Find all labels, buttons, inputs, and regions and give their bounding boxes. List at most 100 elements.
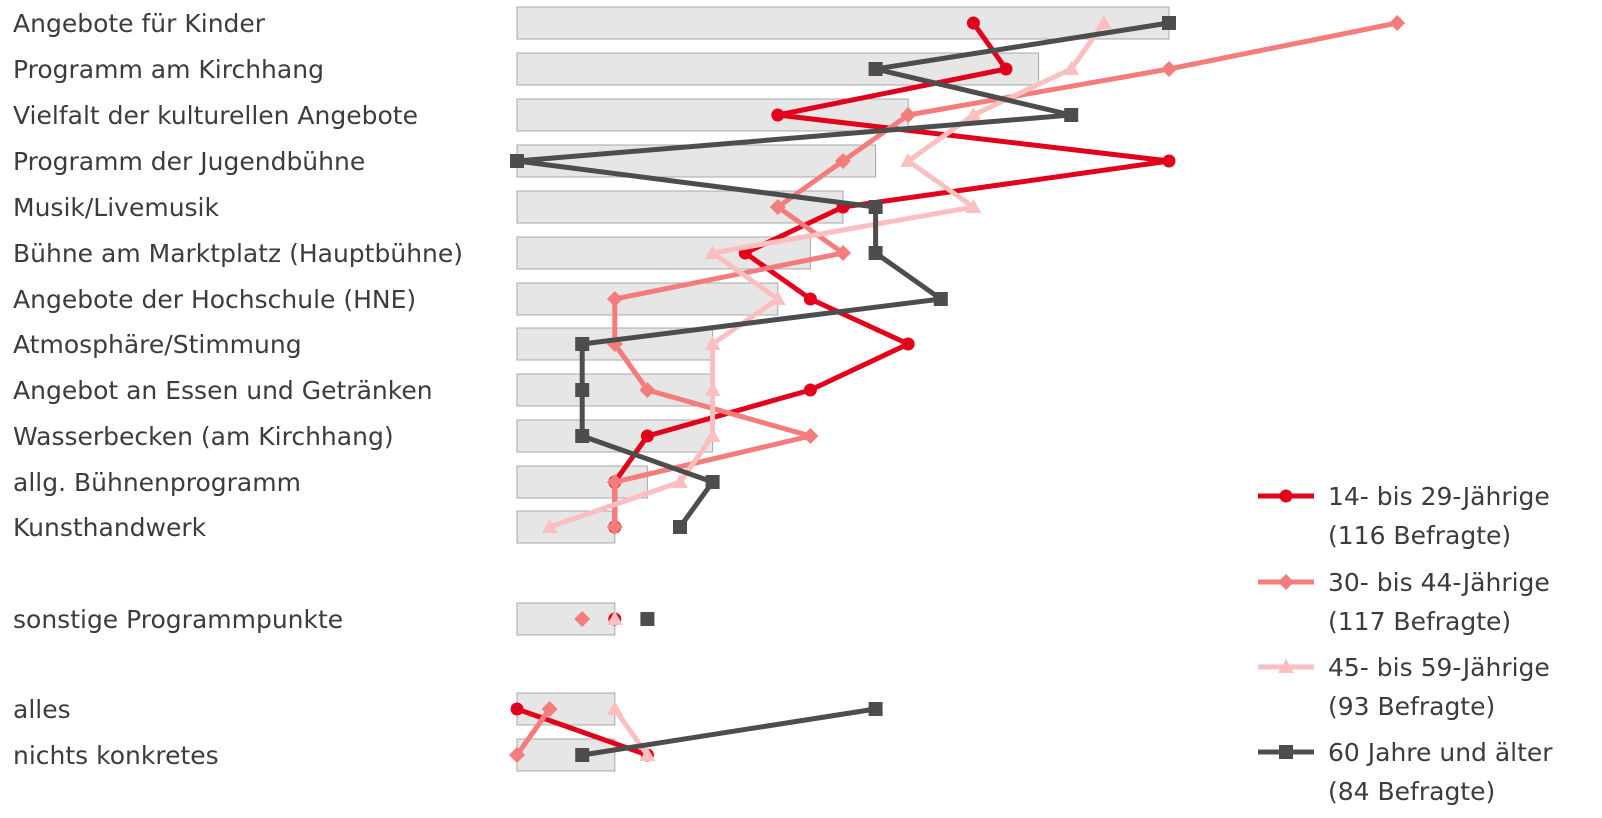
category-label: allg. Bühnenprogramm — [13, 468, 301, 497]
data-point — [606, 519, 623, 535]
data-point — [999, 62, 1013, 76]
data-point — [510, 154, 524, 168]
data-point — [606, 611, 623, 625]
category-label: Kunsthandwerk — [13, 513, 207, 542]
category-label: Bühne am Marktplatz (Hauptbühne) — [13, 239, 463, 268]
bar — [516, 6, 1170, 40]
data-point — [510, 702, 524, 716]
legend-label-count: (116 Befragte) — [1328, 521, 1511, 550]
legend-item: 60 Jahre und älter (84 Befragte) — [1258, 738, 1553, 806]
data-point — [639, 747, 656, 761]
legend-item: 30- bis 44-Jährige (117 Befragte) — [1258, 568, 1550, 636]
data-point — [704, 382, 721, 396]
legend-item: 45- bis 59-Jährige (93 Befragte) — [1258, 653, 1550, 721]
data-point — [803, 383, 817, 397]
bar — [516, 144, 877, 178]
legend-label: 30- bis 44-Jährige — [1328, 568, 1550, 597]
data-point — [541, 701, 558, 717]
series — [510, 16, 1176, 762]
data-point — [868, 62, 883, 76]
data-point — [1279, 489, 1293, 503]
data-point — [771, 108, 785, 122]
series-line — [612, 20, 1172, 530]
data-point — [575, 748, 590, 762]
data-point — [868, 702, 883, 716]
data-point — [705, 475, 720, 489]
series-line — [514, 706, 553, 758]
data-point — [606, 291, 623, 307]
data-point — [835, 153, 851, 169]
series-line — [514, 20, 1172, 530]
data-point — [966, 16, 980, 30]
data-point — [509, 747, 525, 763]
category-label: Programm am Kirchhang — [13, 55, 324, 84]
series-layer — [509, 15, 1406, 763]
data-point — [575, 383, 590, 397]
data-point — [541, 519, 558, 533]
data-point — [901, 337, 915, 351]
data-point — [704, 336, 721, 350]
category-labels: Angebote für Kinder Programm am Kirchhang… — [13, 9, 463, 770]
data-point — [1278, 659, 1294, 673]
legend-label-count: (84 Befragte) — [1328, 777, 1495, 806]
data-point — [1162, 154, 1176, 168]
data-point — [672, 474, 688, 488]
bar — [516, 465, 648, 499]
data-point — [803, 292, 817, 306]
data-point — [965, 199, 982, 213]
data-point — [933, 292, 948, 306]
bar — [516, 692, 616, 726]
bar — [516, 98, 909, 132]
legend-item: 14- bis 29-Jährige (116 Befragte) — [1258, 482, 1550, 550]
data-point — [1389, 15, 1406, 31]
legend-label: 60 Jahre und älter — [1328, 738, 1553, 767]
data-point — [1063, 61, 1080, 75]
data-point — [769, 291, 786, 305]
data-point — [575, 429, 590, 443]
data-point — [606, 701, 623, 715]
data-point — [1095, 15, 1112, 29]
data-point — [673, 520, 687, 534]
series-line — [579, 706, 879, 758]
data-point — [639, 382, 656, 398]
data-point — [704, 245, 721, 259]
data-point — [1278, 574, 1294, 590]
category-label: Musik/Livemusik — [13, 193, 220, 222]
data-point — [574, 611, 591, 627]
bar — [516, 282, 779, 316]
data-point — [640, 429, 654, 443]
data-point — [900, 153, 917, 167]
category-label: Programm der Jugendbühne — [13, 147, 365, 176]
data-point — [1279, 745, 1293, 759]
category-label: sonstige Programmpunkte — [13, 605, 343, 634]
legend-label-count: (93 Befragte) — [1328, 692, 1495, 721]
legend: 14- bis 29-Jährige (116 Befragte) 30- bis … — [1258, 482, 1553, 806]
legend-label: 45- bis 59-Jährige — [1328, 653, 1550, 682]
data-point — [1162, 16, 1176, 30]
data-point — [1161, 61, 1177, 77]
category-label: Wasserbecken (am Kirchhang) — [13, 422, 394, 451]
data-point — [606, 474, 623, 490]
category-label: alles — [13, 695, 71, 724]
data-point — [835, 245, 851, 261]
data-point — [704, 428, 721, 442]
category-label: Atmosphäre/Stimmung — [13, 330, 302, 359]
bar — [516, 510, 616, 544]
data-point — [868, 246, 883, 260]
data-point — [575, 337, 590, 351]
series-line — [612, 20, 1400, 530]
series — [509, 15, 1406, 763]
data-point — [965, 107, 982, 121]
data-point — [769, 199, 786, 215]
legend-label: 14- bis 29-Jährige — [1328, 482, 1550, 511]
bar — [516, 602, 616, 636]
category-label: Angebot an Essen und Getränken — [13, 376, 433, 405]
series — [541, 15, 1112, 761]
data-point — [900, 107, 917, 123]
legend-label-count: (117 Befragte) — [1328, 607, 1511, 636]
bar — [516, 738, 616, 772]
data-point — [802, 428, 819, 444]
data-point — [640, 612, 655, 626]
data-point — [868, 200, 883, 214]
